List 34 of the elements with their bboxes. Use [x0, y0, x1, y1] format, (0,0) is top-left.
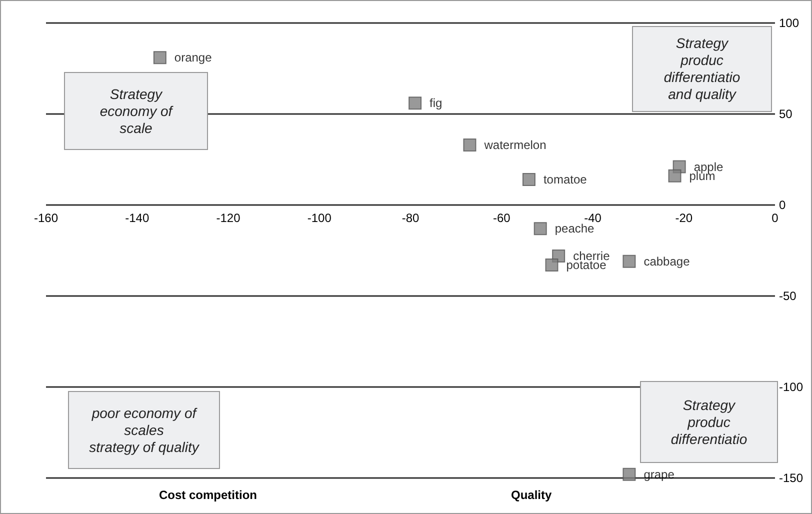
text: Quality [511, 488, 552, 502]
y-tick-label: -150 [779, 471, 804, 485]
point [522, 173, 536, 186]
y-tick-label: 100 [779, 16, 800, 30]
series-label: apple [694, 160, 724, 174]
note-box: Strategy produc differentiatio and quality [632, 26, 772, 112]
point [622, 468, 636, 481]
series-label: orange [174, 50, 212, 65]
point [534, 222, 547, 236]
note-box: Strategy economy of scale [64, 72, 208, 150]
y-tick-label: -100 [779, 380, 804, 394]
x-tick-label: -120 [216, 210, 241, 225]
point [545, 258, 558, 272]
text: Cost competition [159, 488, 257, 502]
point [668, 169, 682, 182]
note-box: Strategy produc differentiatio [640, 381, 778, 463]
point [622, 254, 636, 268]
y-tick-label: -50 [779, 289, 797, 303]
y-tick-label: 50 [779, 107, 793, 121]
note-box: poor economy of scales strategy of quality [68, 391, 220, 469]
x-tick-label: -100 [307, 210, 332, 225]
x-tick-label: -60 [492, 210, 511, 225]
x-tick-label: -140 [125, 210, 150, 225]
point [408, 96, 422, 110]
x-tick-label: -20 [675, 210, 693, 225]
series-label: cabbage [644, 254, 690, 268]
series-label: fig [430, 96, 442, 110]
x-tick-label: -80 [402, 210, 420, 225]
point [463, 138, 476, 152]
series-label: watermelon [483, 138, 546, 152]
y-tick-label: 0 [779, 198, 786, 212]
series-label: tomatoe [543, 172, 588, 187]
x-tick-label: -160 [34, 210, 58, 225]
point [153, 51, 166, 64]
